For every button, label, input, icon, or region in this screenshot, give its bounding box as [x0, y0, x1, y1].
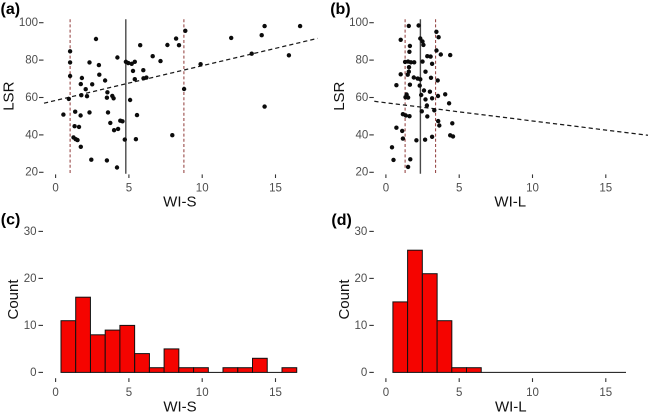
svg-text:15: 15	[599, 387, 612, 399]
svg-text:10: 10	[196, 182, 209, 194]
svg-text:20: 20	[25, 167, 38, 179]
svg-text:0: 0	[383, 182, 389, 194]
svg-text:WI-L: WI-L	[495, 399, 527, 414]
svg-text:WI-L: WI-L	[494, 194, 526, 211]
svg-text:30: 30	[355, 226, 368, 238]
svg-text:20: 20	[24, 273, 37, 285]
svg-text:(d): (d)	[331, 212, 351, 229]
svg-text:5: 5	[126, 387, 132, 399]
svg-text:30: 30	[24, 226, 37, 238]
svg-text:15: 15	[599, 182, 612, 194]
svg-text:5: 5	[126, 182, 132, 194]
svg-text:0: 0	[52, 387, 58, 399]
svg-text:40: 40	[25, 129, 38, 141]
svg-text:Count: Count	[5, 279, 22, 320]
svg-text:10: 10	[526, 387, 539, 399]
svg-text:5: 5	[456, 182, 462, 194]
svg-text:20: 20	[355, 273, 368, 285]
svg-text:10: 10	[355, 320, 368, 332]
svg-text:Count: Count	[336, 279, 353, 320]
svg-text:40: 40	[356, 129, 369, 141]
svg-text:100: 100	[19, 17, 38, 29]
svg-text:10: 10	[24, 320, 37, 332]
svg-text:15: 15	[269, 387, 282, 399]
svg-text:0: 0	[52, 182, 58, 194]
svg-text:LSR: LSR	[1, 81, 18, 110]
svg-text:(b): (b)	[330, 1, 350, 18]
svg-text:10: 10	[526, 182, 539, 194]
svg-text:5: 5	[456, 387, 462, 399]
svg-text:0: 0	[361, 367, 367, 379]
svg-text:(a): (a)	[1, 1, 21, 18]
svg-text:80: 80	[356, 55, 369, 67]
svg-text:(c): (c)	[1, 212, 21, 229]
svg-text:LSR: LSR	[331, 81, 348, 110]
svg-text:15: 15	[269, 182, 282, 194]
svg-text:0: 0	[30, 367, 36, 379]
svg-text:10: 10	[196, 387, 209, 399]
svg-text:60: 60	[25, 92, 38, 104]
svg-text:80: 80	[25, 55, 38, 67]
svg-text:WI-S: WI-S	[163, 194, 196, 211]
svg-text:20: 20	[356, 167, 369, 179]
svg-text:WI-S: WI-S	[163, 399, 196, 414]
svg-text:100: 100	[349, 17, 368, 29]
svg-text:60: 60	[356, 92, 369, 104]
svg-text:0: 0	[383, 387, 389, 399]
